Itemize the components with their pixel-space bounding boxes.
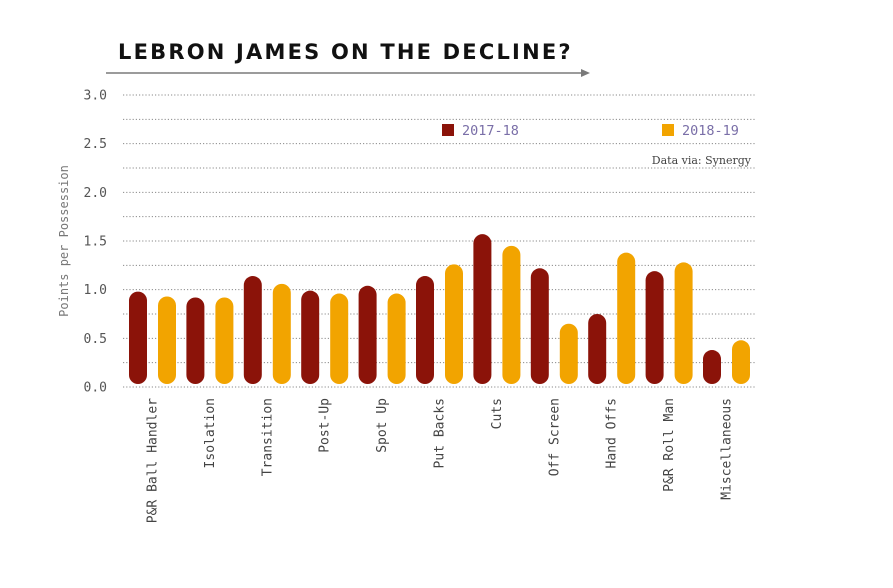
bar-series-2: [502, 245, 521, 384]
y-axis-title: Points per Possession: [57, 165, 71, 317]
bar-series-1: [186, 297, 205, 384]
bar-series-2: [617, 252, 636, 384]
y-tick-label: 3.0: [84, 89, 107, 104]
bar-series-2: [158, 296, 176, 384]
y-tick-label: 2.0: [84, 186, 107, 201]
bar-series-1: [243, 276, 262, 384]
legend-swatch: [662, 124, 674, 136]
legend-label: 2017-18: [462, 123, 519, 139]
chart-title: LEBRON JAMES ON THE DECLINE?: [118, 40, 573, 64]
y-axis-ticks: 0.0 0.5 1.0 1.5 2.0 2.5 3.0: [84, 89, 107, 396]
bar-series-2: [732, 340, 750, 384]
bar-series-1: [358, 285, 377, 384]
x-tick-label: Isolation: [203, 398, 218, 468]
x-tick-label: Spot Up: [375, 398, 390, 453]
bar-series-2: [674, 262, 693, 384]
bar-series-2: [215, 297, 234, 384]
x-tick-label: Transition: [260, 398, 275, 476]
bar-series-1: [473, 234, 492, 384]
x-tick-label: Post-Up: [318, 398, 333, 453]
bar-series-1: [645, 271, 664, 384]
x-axis-labels: P&R Ball Handler Isolation Transition Post-…: [146, 398, 735, 523]
legend-swatch: [442, 124, 454, 136]
x-tick-label: Cuts: [490, 398, 505, 429]
y-tick-label: 2.5: [84, 137, 107, 152]
bar-series-1: [301, 290, 320, 384]
y-tick-label: 0.0: [84, 381, 107, 396]
x-tick-label: Put Backs: [433, 398, 448, 468]
bars: [129, 234, 750, 384]
y-tick-label: 0.5: [84, 332, 107, 347]
x-tick-label: Hand Offs: [605, 398, 620, 468]
x-tick-label: Miscellaneous: [720, 398, 735, 500]
y-tick-label: 1.0: [84, 283, 107, 298]
bar-series-1: [129, 291, 147, 384]
x-tick-label: P&R Ball Handler: [146, 398, 161, 523]
bar-series-2: [330, 293, 349, 384]
bar-series-2: [272, 283, 291, 384]
bar-series-1: [588, 314, 607, 384]
bar-series-1: [416, 276, 434, 384]
x-tick-label: Off Screen: [547, 398, 562, 476]
x-tick-label: P&R Roll Man: [662, 398, 677, 492]
bar-series-2: [387, 293, 406, 384]
legend-label: 2018-19: [682, 123, 739, 139]
legend: 2017-18 2018-19: [442, 123, 739, 139]
bar-series-1: [703, 350, 721, 384]
y-tick-label: 1.5: [84, 235, 107, 250]
title-arrow: [106, 69, 590, 77]
bar-series-2: [559, 323, 578, 384]
source-note: Data via: Synergy: [652, 154, 752, 167]
bar-series-2: [445, 264, 463, 384]
bar-series-1: [530, 268, 549, 384]
